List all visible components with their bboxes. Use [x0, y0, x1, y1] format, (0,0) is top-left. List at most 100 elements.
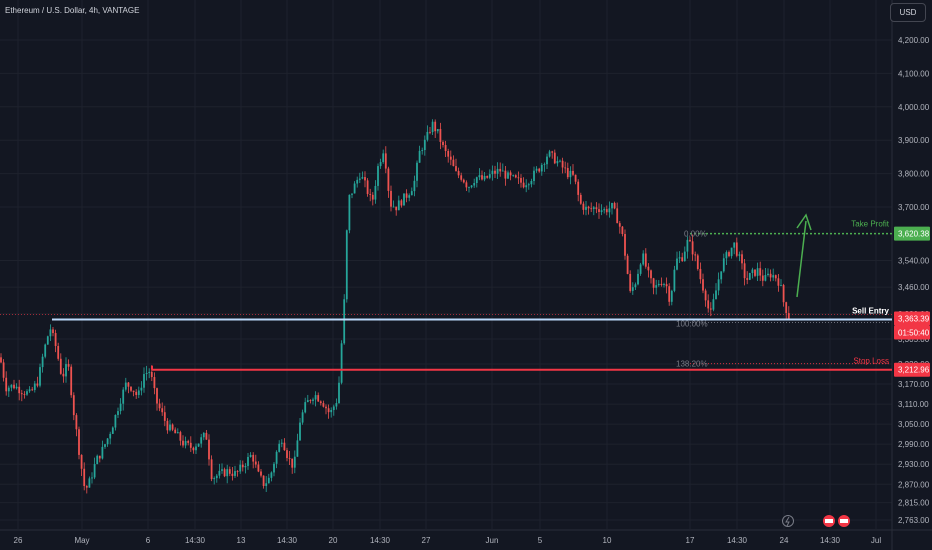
candle-body [145, 372, 148, 375]
x-tick-label: Jul [871, 536, 881, 545]
candle-body [652, 278, 655, 288]
candle-body [733, 242, 736, 248]
candle-body [668, 286, 671, 302]
fib-label: 138.20% [676, 360, 708, 369]
candle-body [169, 424, 171, 431]
candle-body [353, 183, 356, 194]
candle-body [743, 263, 746, 279]
candle-body [236, 471, 239, 472]
candle-body [13, 384, 15, 389]
candle-body [252, 454, 255, 462]
lightning-icon[interactable] [782, 515, 794, 527]
candle-body [161, 408, 164, 413]
time-axis[interactable]: 26 May 6 14:30 13 14:30 20 14:30 27 Jun 5 10 17 14:30… [14, 536, 882, 545]
candle-body [787, 313, 790, 319]
fib-label: 0.00% [684, 230, 707, 239]
candle-body [660, 283, 663, 286]
candle-body [270, 472, 273, 478]
candle-body [15, 386, 18, 389]
candle-body [507, 172, 509, 179]
candle-body [28, 389, 31, 392]
candle-body [244, 465, 247, 468]
sell-entry-price-tag[interactable]: 3,363.39 [894, 311, 930, 326]
candle-body [572, 170, 574, 175]
stop-loss-label: Stop Loss [853, 357, 889, 366]
candle-body [629, 273, 632, 291]
flag-icon-2[interactable] [838, 515, 850, 527]
y-tick-label: 2,930.00 [898, 460, 930, 469]
y-tick-label: 4,100.00 [898, 69, 930, 78]
candle-body [486, 175, 489, 178]
flag-icon-1[interactable] [823, 515, 835, 527]
currency-button[interactable]: USD [890, 3, 926, 22]
candle-body [283, 442, 286, 451]
candle-body [462, 179, 465, 183]
candle-body [527, 184, 530, 186]
x-tick-label: 27 [422, 536, 431, 545]
candle-body [566, 168, 569, 178]
y-tick-label: 3,110.00 [898, 400, 929, 409]
candle-body [221, 469, 223, 471]
candle-body [36, 383, 39, 386]
candle-body [626, 255, 629, 274]
candle-body [512, 175, 515, 177]
candle-body [122, 389, 125, 404]
candle-body [137, 390, 140, 395]
y-tick-label: 3,800.00 [898, 170, 930, 179]
candle-body [361, 177, 364, 179]
candle-body [75, 415, 78, 430]
candle-body [509, 172, 512, 176]
candle-body [280, 442, 283, 444]
candle-body [421, 150, 424, 151]
candle-body [67, 364, 70, 367]
candle-body [418, 150, 421, 163]
candle-body [325, 406, 327, 409]
y-tick-label: 3,050.00 [898, 420, 930, 429]
candle-body [603, 209, 606, 211]
trade-levels[interactable]: 0.00% 100.00% 138.20% Take Profit Sell Entry… [0, 213, 892, 371]
candle-body [598, 209, 600, 213]
countdown-tag[interactable]: 01:50:40 [894, 325, 930, 340]
candle-body [306, 400, 309, 403]
candle-body [88, 478, 91, 488]
candle-body [517, 177, 520, 179]
candle-body [707, 300, 710, 309]
candle-body [488, 174, 491, 178]
take-profit-price-tag[interactable]: 3,620.38 [894, 226, 930, 241]
candles [0, 119, 790, 494]
candle-body [670, 290, 673, 302]
price-axis[interactable]: 4,200.00 4,100.00 4,000.00 3,900.00 3,800.00… [894, 36, 930, 525]
x-tick-label: 5 [538, 536, 543, 545]
candle-body [761, 275, 764, 281]
candle-body [553, 152, 556, 164]
candle-body [665, 284, 668, 287]
candle-body [293, 456, 296, 468]
candle-body [254, 461, 257, 465]
candle-body [348, 194, 351, 231]
candle-body [39, 367, 41, 386]
candle-body [343, 299, 346, 344]
candle-body [730, 247, 733, 257]
candle-body [429, 131, 431, 133]
candle-body [655, 285, 658, 288]
y-tick-label: 4,000.00 [898, 103, 930, 112]
candle-body [327, 408, 330, 413]
candle-body [239, 464, 242, 472]
x-tick-label: 14:30 [277, 536, 298, 545]
candle-body [241, 464, 244, 468]
candle-body [124, 382, 127, 390]
x-tick-label: 14:30 [727, 536, 748, 545]
candle-body [543, 164, 546, 166]
y-tick-label: 2,870.00 [898, 480, 930, 489]
candle-body [416, 162, 418, 181]
x-tick-label: 14:30 [370, 536, 391, 545]
candle-body [587, 206, 590, 209]
stop-loss-price-tag[interactable]: 3,212.96 [894, 362, 930, 377]
x-tick-label: 26 [14, 536, 23, 545]
candle-body [504, 170, 507, 179]
sell-entry-price-tag-bg [894, 311, 930, 326]
candle-body [374, 185, 377, 200]
candle-body [780, 285, 782, 286]
